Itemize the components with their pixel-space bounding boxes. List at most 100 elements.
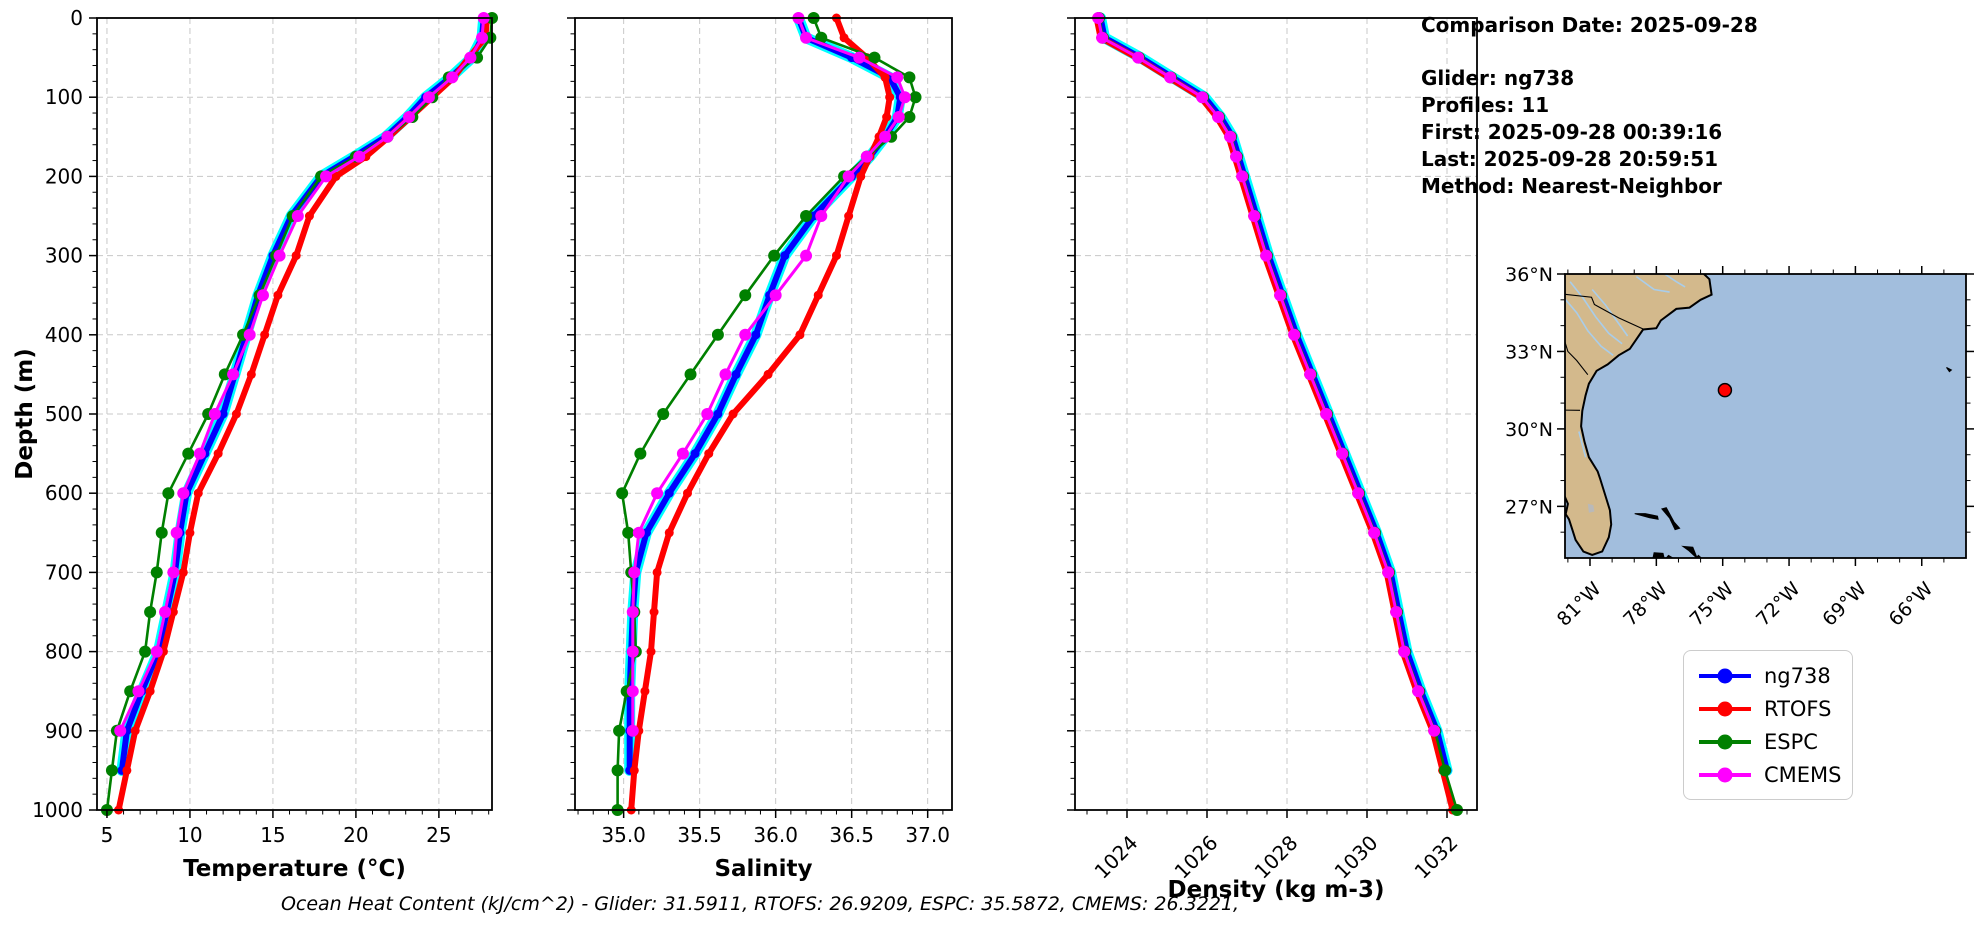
series-RTOFS-marker (130, 726, 140, 736)
series-CMEMS-marker (1260, 249, 1273, 262)
series-CMEMS-marker (208, 408, 221, 420)
series-RTOFS-marker (231, 409, 241, 419)
series-CMEMS-marker (381, 130, 394, 143)
series-ESPC-marker (611, 764, 624, 777)
series-CMEMS-marker (800, 31, 813, 44)
svg-text:700: 700 (45, 560, 83, 584)
glider-envelope-line (1095, 12, 1453, 776)
svg-text:15: 15 (260, 823, 285, 847)
series-RTOFS-marker (629, 765, 639, 775)
panel-salinity: 35.0 35.5 36.0 36.5 37.0 Salinity (567, 12, 953, 882)
map-river (1578, 431, 1587, 458)
series-CMEMS-marker (1096, 31, 1109, 44)
svg-text:35.5: 35.5 (677, 823, 722, 847)
last-profile-time-text: Last: 2025-09-28 20:59:51 (1421, 147, 1719, 171)
svg-text:1026: 1026 (1170, 831, 1223, 884)
series-ng738-marker (218, 409, 228, 419)
series-ESPC-marker (613, 724, 626, 737)
series-CMEMS-marker (114, 724, 127, 737)
series-RTOFS-marker (882, 112, 892, 122)
legend-item-espc: ESPC (1696, 725, 1842, 758)
map-river (1569, 281, 1623, 345)
legend: ng738 RTOFS ESPC CMEMS (1683, 650, 1853, 800)
series-CMEMS-marker (879, 130, 892, 143)
legend-item-cmems: CMEMS (1696, 758, 1842, 791)
svg-text:200: 200 (45, 164, 83, 188)
series-CMEMS-marker (626, 645, 639, 658)
series-CMEMS-marker (353, 150, 366, 163)
svg-text:37.0: 37.0 (905, 823, 950, 847)
series-CMEMS-marker (476, 31, 489, 44)
series-ESPC-marker (634, 447, 647, 460)
series-CMEMS-marker (446, 71, 459, 84)
series-CMEMS-marker (769, 289, 782, 302)
series-ESPC-marker (684, 368, 697, 381)
series-CMEMS-line (118, 16, 486, 733)
series-ESPC-marker (139, 645, 152, 658)
series-RTOFS-marker (831, 251, 841, 261)
series-ESPC-marker (739, 289, 752, 302)
series-CMEMS-marker (626, 606, 639, 618)
location-map: 81°W 78°W 75°W 72°W 69°W 66°W 36°N 33°N 30°N 27°N (1505, 264, 1974, 631)
series-RTOFS-marker (652, 567, 662, 577)
series-RTOFS-marker (763, 369, 773, 379)
series-ng738-marker (690, 449, 700, 459)
series-CMEMS-marker (701, 408, 714, 420)
series-CMEMS-marker (150, 645, 163, 658)
series-CMEMS-marker (1164, 71, 1177, 84)
series-CMEMS-marker (1304, 368, 1317, 381)
comparison-date-text: Comparison Date: 2025-09-28 (1421, 13, 1758, 37)
series-CMEMS-marker (891, 71, 904, 84)
series-CMEMS-marker (1212, 111, 1225, 123)
svg-text:500: 500 (45, 402, 83, 426)
series-CMEMS-marker (1428, 724, 1441, 737)
series-CMEMS-marker (842, 170, 855, 183)
legend-label: ESPC (1764, 729, 1818, 754)
map-lon-label: 72°W (1752, 578, 1805, 631)
svg-text:1000: 1000 (32, 798, 83, 822)
map-island (1661, 507, 1681, 531)
svg-text:600: 600 (45, 481, 83, 505)
series-CMEMS-marker (291, 210, 304, 222)
series-RTOFS-marker (646, 647, 656, 657)
map-river (1591, 288, 1629, 337)
series-RTOFS-marker (304, 211, 314, 221)
series-ESPC-marker (150, 566, 163, 579)
series-RTOFS-marker (213, 449, 223, 459)
series-RTOFS-marker (185, 528, 195, 538)
map-river (1635, 275, 1670, 293)
series-ng738-marker (731, 369, 741, 379)
series-CMEMS-marker (676, 447, 689, 460)
legend-label: CMEMS (1764, 762, 1842, 787)
first-profile-time-text: First: 2025-09-28 00:39:16 (1421, 120, 1723, 144)
series-RTOFS-marker (178, 567, 188, 577)
series-CMEMS-marker (256, 289, 269, 302)
svg-text:100: 100 (45, 85, 83, 109)
series-ESPC-marker (909, 91, 922, 104)
series-ESPC-marker (1439, 764, 1451, 777)
glider-envelope-line (116, 12, 490, 776)
map-lat-label: 30°N (1505, 419, 1553, 441)
series-CMEMS-line (1096, 16, 1436, 733)
series-RTOFS-marker (880, 72, 890, 82)
series-ng738-marker (780, 251, 790, 261)
series-ESPC-marker (105, 764, 118, 777)
legend-marker-rtofs (1699, 701, 1751, 716)
series-CMEMS-marker (243, 328, 256, 341)
series-ESPC-marker (124, 685, 137, 698)
series-ESPC-marker (903, 71, 916, 84)
series-CMEMS-marker (1236, 170, 1249, 183)
map-island (1946, 367, 1953, 373)
series-CMEMS-marker (273, 249, 286, 262)
legend-item-ng738: ng738 (1696, 659, 1842, 692)
yaxis-title-depth: Depth (m) (12, 348, 38, 480)
series-CMEMS-marker (719, 368, 732, 381)
svg-text:36.5: 36.5 (829, 823, 874, 847)
series-ng738-marker (664, 488, 674, 498)
series-RTOFS-marker (728, 409, 738, 419)
svg-text:0: 0 (70, 6, 83, 30)
series-RTOFS-marker (168, 607, 178, 617)
series-CMEMS-marker (1274, 289, 1287, 302)
series-CMEMS-marker (628, 566, 641, 579)
